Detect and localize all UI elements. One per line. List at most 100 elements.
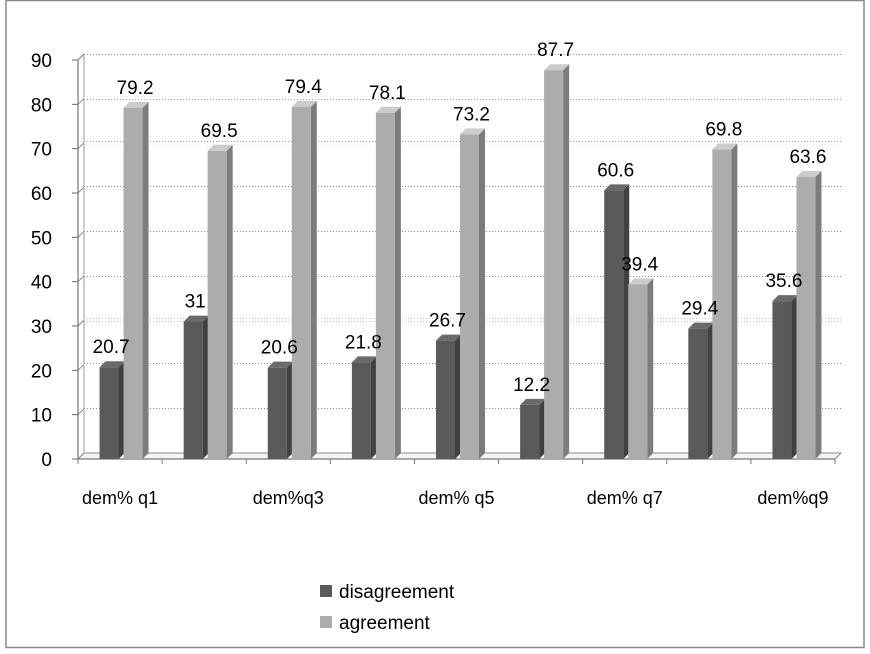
bar-side bbox=[563, 64, 570, 460]
bar-side bbox=[623, 184, 630, 459]
legend-label: disagreement bbox=[339, 582, 455, 603]
bar-side bbox=[286, 361, 293, 459]
bar-top bbox=[460, 128, 485, 135]
data-label: 20.7 bbox=[93, 337, 130, 358]
legend-swatch bbox=[320, 585, 332, 597]
bar-top bbox=[688, 322, 714, 329]
bar-side bbox=[707, 322, 714, 459]
bar-top bbox=[183, 315, 209, 322]
bar-front bbox=[267, 367, 287, 459]
bars bbox=[99, 64, 822, 460]
data-label: 73.2 bbox=[453, 104, 490, 125]
data-label: 31 bbox=[185, 292, 206, 313]
bar bbox=[291, 100, 317, 459]
gridline-connector bbox=[77, 275, 85, 283]
gridline-connector bbox=[77, 230, 85, 238]
x-tick-label: dem%q9 bbox=[757, 488, 828, 508]
bar bbox=[123, 101, 149, 459]
y-tick-label: 70 bbox=[31, 140, 52, 161]
plot-side-wall bbox=[77, 52, 85, 461]
bar-top bbox=[291, 100, 317, 107]
bar-front bbox=[628, 284, 648, 459]
bar-side bbox=[815, 171, 822, 460]
data-label: 87.7 bbox=[537, 40, 574, 61]
plot-back-wall bbox=[77, 52, 85, 461]
legend-item: agreement bbox=[320, 613, 431, 634]
bar-front bbox=[123, 107, 143, 459]
x-axis-tick-labels: dem% q1 dem%q3 dem% q5 dem% q7 dem%q9 bbox=[82, 488, 828, 508]
y-tick-label: 90 bbox=[31, 51, 52, 72]
bar bbox=[460, 128, 485, 460]
bar-front bbox=[460, 134, 479, 460]
bar-side bbox=[394, 106, 401, 460]
data-label: 79.4 bbox=[285, 77, 322, 98]
bar bbox=[375, 106, 401, 460]
data-labels: 20.7 79.2 31 69.5 20.6 79.4 21.8 78.1 26.7 73.2 12… bbox=[93, 40, 827, 396]
bar-side bbox=[539, 398, 546, 459]
bar-front bbox=[99, 367, 119, 459]
bar-front bbox=[375, 112, 395, 460]
data-label: 78.1 bbox=[369, 83, 406, 104]
legend-item: disagreement bbox=[320, 582, 455, 603]
bar-side bbox=[731, 143, 738, 459]
bar-front bbox=[183, 321, 203, 459]
bar-top bbox=[207, 144, 233, 151]
bar-top bbox=[375, 106, 401, 113]
bar bbox=[520, 398, 546, 459]
data-label: 79.2 bbox=[117, 78, 154, 99]
bar bbox=[688, 322, 714, 459]
bar bbox=[267, 361, 293, 459]
bar-top bbox=[628, 278, 654, 285]
data-label: 26.7 bbox=[429, 311, 466, 332]
bar bbox=[712, 143, 738, 459]
y-tick-label: 20 bbox=[31, 361, 52, 382]
bar bbox=[604, 184, 630, 459]
bar bbox=[99, 361, 125, 459]
bar-front bbox=[712, 149, 732, 459]
bar-front bbox=[796, 177, 816, 460]
bar-top bbox=[351, 356, 377, 363]
gridline-connector bbox=[77, 319, 85, 327]
gridline bbox=[84, 52, 841, 56]
data-label: 35.6 bbox=[765, 271, 802, 292]
bar-front bbox=[688, 328, 708, 459]
bar-top bbox=[796, 171, 822, 178]
bar-top bbox=[99, 361, 125, 368]
bar-front bbox=[520, 404, 540, 459]
x-tick-label: dem%q3 bbox=[253, 488, 324, 508]
bar-top bbox=[520, 398, 546, 405]
y-tick-label: 60 bbox=[31, 184, 52, 205]
gridline-connector bbox=[77, 408, 85, 416]
y-tick-label: 10 bbox=[31, 406, 52, 427]
data-label: 60.6 bbox=[597, 160, 634, 181]
y-tick-label: 0 bbox=[41, 450, 52, 471]
bar-front bbox=[207, 150, 227, 459]
bar-front bbox=[436, 340, 455, 459]
data-label: 69.8 bbox=[705, 120, 742, 141]
bar-side bbox=[791, 295, 798, 459]
bar-front bbox=[351, 362, 371, 459]
bar-top bbox=[712, 143, 738, 150]
bar-top bbox=[544, 64, 570, 71]
bar-side bbox=[455, 334, 461, 459]
legend: disagreement agreement bbox=[320, 582, 455, 634]
gridline-connector bbox=[77, 142, 85, 150]
x-tick-label: dem% q1 bbox=[82, 488, 158, 508]
bar-front bbox=[544, 70, 564, 460]
bar bbox=[544, 64, 570, 460]
y-tick-label: 40 bbox=[31, 273, 52, 294]
bar-top bbox=[436, 334, 461, 341]
bar-side bbox=[370, 356, 377, 459]
bar-front bbox=[772, 301, 792, 459]
legend-label: agreement bbox=[339, 613, 431, 634]
x-tick-label: dem% q5 bbox=[418, 488, 494, 508]
data-label: 63.6 bbox=[789, 147, 826, 168]
bar bbox=[772, 295, 798, 459]
data-label: 21.8 bbox=[345, 332, 382, 353]
bar-top bbox=[123, 101, 149, 108]
y-axis-tick-labels: 0 10 20 30 40 50 60 70 80 90 bbox=[31, 51, 52, 471]
y-tick-label: 80 bbox=[31, 95, 52, 116]
y-tick-label: 50 bbox=[31, 228, 52, 249]
data-label: 29.4 bbox=[681, 299, 718, 320]
